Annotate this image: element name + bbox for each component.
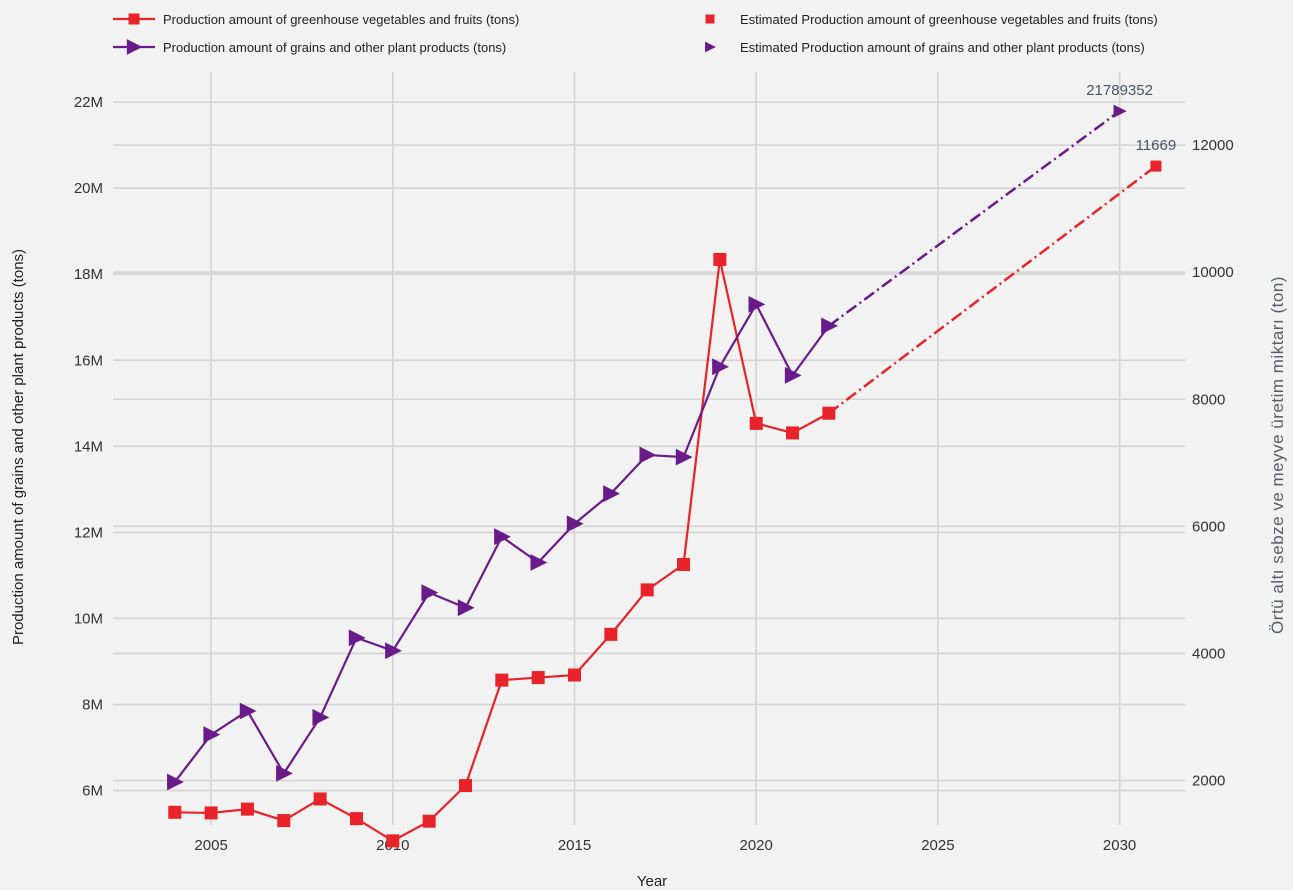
data-point (1150, 160, 1162, 172)
right-tick-label: 4000 (1192, 645, 1225, 662)
legend-marker (126, 39, 143, 55)
data-point (640, 583, 654, 597)
data-point (168, 805, 182, 819)
legend-marker (128, 13, 140, 25)
x-axis-ticks: 200520102015202020252030 (194, 837, 1136, 854)
left-tick-label: 14M (74, 438, 103, 455)
data-point (604, 627, 618, 641)
right-axis-ticks: 2000 4000 6000 8000 10000 12000 (1192, 137, 1234, 789)
forecast-line (828, 110, 1121, 327)
left-tick-label: 20M (74, 180, 103, 197)
data-point (458, 779, 472, 793)
x-tick-label: 2005 (194, 837, 227, 854)
data-point (276, 764, 293, 782)
right-axis-title: Örtü altı sebze ve meyve üretim miktarı … (1268, 276, 1287, 634)
data-point (748, 295, 766, 313)
x-tick-label: 2030 (1103, 837, 1136, 854)
data-point (530, 554, 548, 571)
left-tick-label: 12M (74, 524, 103, 541)
right-tick-label: 12000 (1192, 137, 1234, 154)
x-axis-title: Year (637, 873, 667, 890)
annotations: 11669 21789352 (1086, 82, 1176, 154)
data-point (313, 792, 327, 806)
data-point (457, 599, 475, 617)
data-point (603, 485, 620, 503)
data-point (421, 584, 439, 602)
data-point (204, 806, 218, 820)
right-tick-label: 6000 (1192, 518, 1225, 535)
data-point (422, 814, 436, 828)
data-point (239, 702, 257, 720)
series-line (173, 303, 830, 783)
data-point (386, 834, 400, 848)
left-axis-title: Production amount of grains and other pl… (10, 249, 27, 645)
data-point (821, 317, 838, 335)
left-tick-label: 16M (74, 352, 103, 369)
series-lines (173, 110, 1157, 842)
legend-label: Estimated Production amount of grains an… (740, 40, 1145, 55)
data-point (531, 671, 545, 685)
data-point (566, 515, 584, 533)
series-markers (167, 104, 1162, 848)
data-point (675, 448, 693, 466)
data-point (639, 446, 657, 464)
data-point (568, 668, 582, 682)
x-tick-label: 2025 (921, 837, 954, 854)
data-point (786, 426, 800, 440)
data-point (749, 416, 763, 430)
left-tick-label: 22M (74, 94, 103, 111)
data-point (784, 366, 802, 384)
right-tick-label: 8000 (1192, 391, 1225, 408)
data-point (494, 528, 511, 546)
grid (113, 72, 1185, 825)
forecast-line (828, 165, 1157, 415)
data-point (495, 673, 509, 687)
data-point (167, 773, 184, 791)
data-point (385, 642, 402, 660)
data-point (1113, 104, 1127, 118)
left-tick-label: 8M (82, 697, 103, 714)
forecast-value-label: 11669 (1136, 137, 1177, 154)
right-tick-label: 10000 (1192, 264, 1234, 281)
left-axis-ticks: 6M 8M 10M 12M 14M 16M 18M 20M 22M (74, 94, 103, 799)
legend-label: Production amount of greenhouse vegetabl… (163, 12, 519, 27)
left-tick-label: 6M (82, 783, 103, 800)
left-tick-label: 10M (74, 610, 103, 627)
legend: Production amount of greenhouse vegetabl… (113, 12, 1158, 55)
data-point (712, 358, 729, 376)
data-point (348, 629, 366, 647)
data-point (822, 406, 836, 420)
legend-marker (705, 41, 716, 53)
data-point (240, 802, 254, 816)
x-tick-label: 2015 (558, 837, 591, 854)
data-point (713, 252, 727, 266)
data-point (677, 557, 691, 571)
data-point (203, 726, 221, 744)
legend-marker (705, 14, 715, 24)
right-tick-label: 2000 (1192, 773, 1225, 790)
legend-label: Estimated Production amount of greenhous… (740, 12, 1158, 27)
data-point (277, 814, 291, 828)
forecast-value-label: 21789352 (1086, 82, 1153, 99)
x-tick-label: 2020 (740, 837, 773, 854)
data-point (312, 709, 330, 726)
legend-label: Production amount of grains and other pl… (163, 40, 506, 55)
left-tick-label: 18M (74, 266, 103, 283)
data-point (349, 812, 363, 826)
